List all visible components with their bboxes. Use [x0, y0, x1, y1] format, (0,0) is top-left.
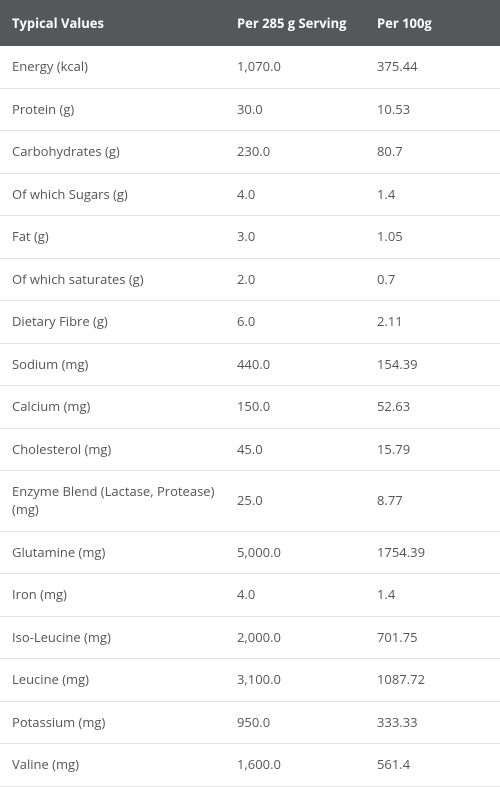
- table-row: Sodium (mg)440.0154.39: [0, 343, 500, 386]
- table-row: Energy (kcal)1,070.0375.44: [0, 46, 500, 88]
- cell-name: Calcium (mg): [0, 386, 225, 429]
- cell-name: Glutamine (mg): [0, 531, 225, 574]
- cell-serving: 230.0: [225, 131, 365, 174]
- cell-serving: 440.0: [225, 343, 365, 386]
- cell-name: Enzyme Blend (Lactase, Protease) (mg): [0, 471, 225, 531]
- nutrition-table: Typical Values Per 285 g Serving Per 100…: [0, 0, 500, 787]
- cell-serving: 2.0: [225, 258, 365, 301]
- cell-per100: 52.63: [365, 386, 500, 429]
- table-row: Carbohydrates (g)230.080.7: [0, 131, 500, 174]
- table-row: Cholesterol (mg)45.015.79: [0, 428, 500, 471]
- cell-per100: 8.77: [365, 471, 500, 531]
- cell-per100: 1087.72: [365, 659, 500, 702]
- cell-name: Leucine (mg): [0, 659, 225, 702]
- cell-per100: 154.39: [365, 343, 500, 386]
- cell-serving: 1,600.0: [225, 744, 365, 787]
- cell-name: Of which saturates (g): [0, 258, 225, 301]
- table-row: Fat (g)3.01.05: [0, 216, 500, 259]
- cell-serving: 950.0: [225, 701, 365, 744]
- col-header-per100: Per 100g: [365, 0, 500, 46]
- cell-per100: 701.75: [365, 616, 500, 659]
- cell-serving: 25.0: [225, 471, 365, 531]
- cell-name: Of which Sugars (g): [0, 173, 225, 216]
- cell-per100: 1.4: [365, 173, 500, 216]
- cell-per100: 0.7: [365, 258, 500, 301]
- cell-serving: 30.0: [225, 88, 365, 131]
- table-row: Glutamine (mg)5,000.01754.39: [0, 531, 500, 574]
- cell-serving: 6.0: [225, 301, 365, 344]
- table-row: Leucine (mg)3,100.01087.72: [0, 659, 500, 702]
- cell-name: Dietary Fibre (g): [0, 301, 225, 344]
- cell-name: Fat (g): [0, 216, 225, 259]
- table-row: Potassium (mg)950.0333.33: [0, 701, 500, 744]
- table-row: Iso-Leucine (mg)2,000.0701.75: [0, 616, 500, 659]
- cell-serving: 3.0: [225, 216, 365, 259]
- col-header-name: Typical Values: [0, 0, 225, 46]
- cell-serving: 4.0: [225, 173, 365, 216]
- table-row: Iron (mg)4.01.4: [0, 574, 500, 617]
- cell-serving: 45.0: [225, 428, 365, 471]
- cell-name: Cholesterol (mg): [0, 428, 225, 471]
- cell-per100: 1.05: [365, 216, 500, 259]
- cell-serving: 2,000.0: [225, 616, 365, 659]
- table-header-row: Typical Values Per 285 g Serving Per 100…: [0, 0, 500, 46]
- cell-name: Energy (kcal): [0, 46, 225, 88]
- cell-name: Protein (g): [0, 88, 225, 131]
- cell-name: Valine (mg): [0, 744, 225, 787]
- cell-serving: 4.0: [225, 574, 365, 617]
- cell-name: Iso-Leucine (mg): [0, 616, 225, 659]
- cell-per100: 2.11: [365, 301, 500, 344]
- cell-per100: 80.7: [365, 131, 500, 174]
- cell-name: Potassium (mg): [0, 701, 225, 744]
- cell-name: Iron (mg): [0, 574, 225, 617]
- table-body: Energy (kcal)1,070.0375.44Protein (g)30.…: [0, 46, 500, 786]
- cell-serving: 3,100.0: [225, 659, 365, 702]
- cell-per100: 1754.39: [365, 531, 500, 574]
- cell-serving: 150.0: [225, 386, 365, 429]
- cell-serving: 1,070.0: [225, 46, 365, 88]
- table-row: Of which saturates (g)2.00.7: [0, 258, 500, 301]
- table-row: Calcium (mg)150.052.63: [0, 386, 500, 429]
- cell-per100: 1.4: [365, 574, 500, 617]
- cell-per100: 15.79: [365, 428, 500, 471]
- cell-per100: 333.33: [365, 701, 500, 744]
- cell-name: Sodium (mg): [0, 343, 225, 386]
- table-row: Dietary Fibre (g)6.02.11: [0, 301, 500, 344]
- cell-per100: 375.44: [365, 46, 500, 88]
- cell-serving: 5,000.0: [225, 531, 365, 574]
- table-row: Enzyme Blend (Lactase, Protease) (mg)25.…: [0, 471, 500, 531]
- table-row: Protein (g)30.010.53: [0, 88, 500, 131]
- cell-name: Carbohydrates (g): [0, 131, 225, 174]
- col-header-serving: Per 285 g Serving: [225, 0, 365, 46]
- cell-per100: 561.4: [365, 744, 500, 787]
- table-row: Of which Sugars (g)4.01.4: [0, 173, 500, 216]
- table-row: Valine (mg)1,600.0561.4: [0, 744, 500, 787]
- cell-per100: 10.53: [365, 88, 500, 131]
